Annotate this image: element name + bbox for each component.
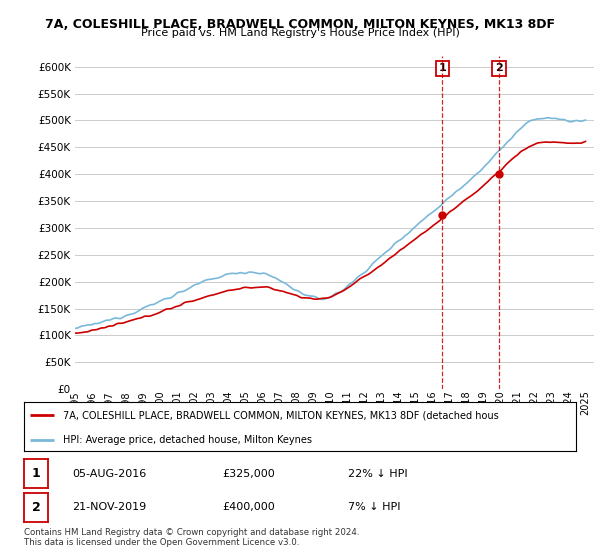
Text: Contains HM Land Registry data © Crown copyright and database right 2024.
This d: Contains HM Land Registry data © Crown c… [24, 528, 359, 547]
Text: 7A, COLESHILL PLACE, BRADWELL COMMON, MILTON KEYNES, MK13 8DF: 7A, COLESHILL PLACE, BRADWELL COMMON, MI… [45, 18, 555, 31]
Text: 1: 1 [439, 63, 446, 73]
Text: Price paid vs. HM Land Registry's House Price Index (HPI): Price paid vs. HM Land Registry's House … [140, 28, 460, 38]
Text: 2: 2 [495, 63, 503, 73]
Text: £325,000: £325,000 [222, 469, 275, 479]
Text: HPI: Average price, detached house, Milton Keynes: HPI: Average price, detached house, Milt… [62, 435, 311, 445]
Text: 22% ↓ HPI: 22% ↓ HPI [348, 469, 407, 479]
Text: 21-NOV-2019: 21-NOV-2019 [72, 502, 146, 512]
Text: 05-AUG-2016: 05-AUG-2016 [72, 469, 146, 479]
Text: £400,000: £400,000 [222, 502, 275, 512]
Text: 7A, COLESHILL PLACE, BRADWELL COMMON, MILTON KEYNES, MK13 8DF (detached hous: 7A, COLESHILL PLACE, BRADWELL COMMON, MI… [62, 410, 499, 421]
Text: 7% ↓ HPI: 7% ↓ HPI [348, 502, 401, 512]
Text: 2: 2 [32, 501, 40, 514]
Text: 1: 1 [32, 467, 40, 480]
